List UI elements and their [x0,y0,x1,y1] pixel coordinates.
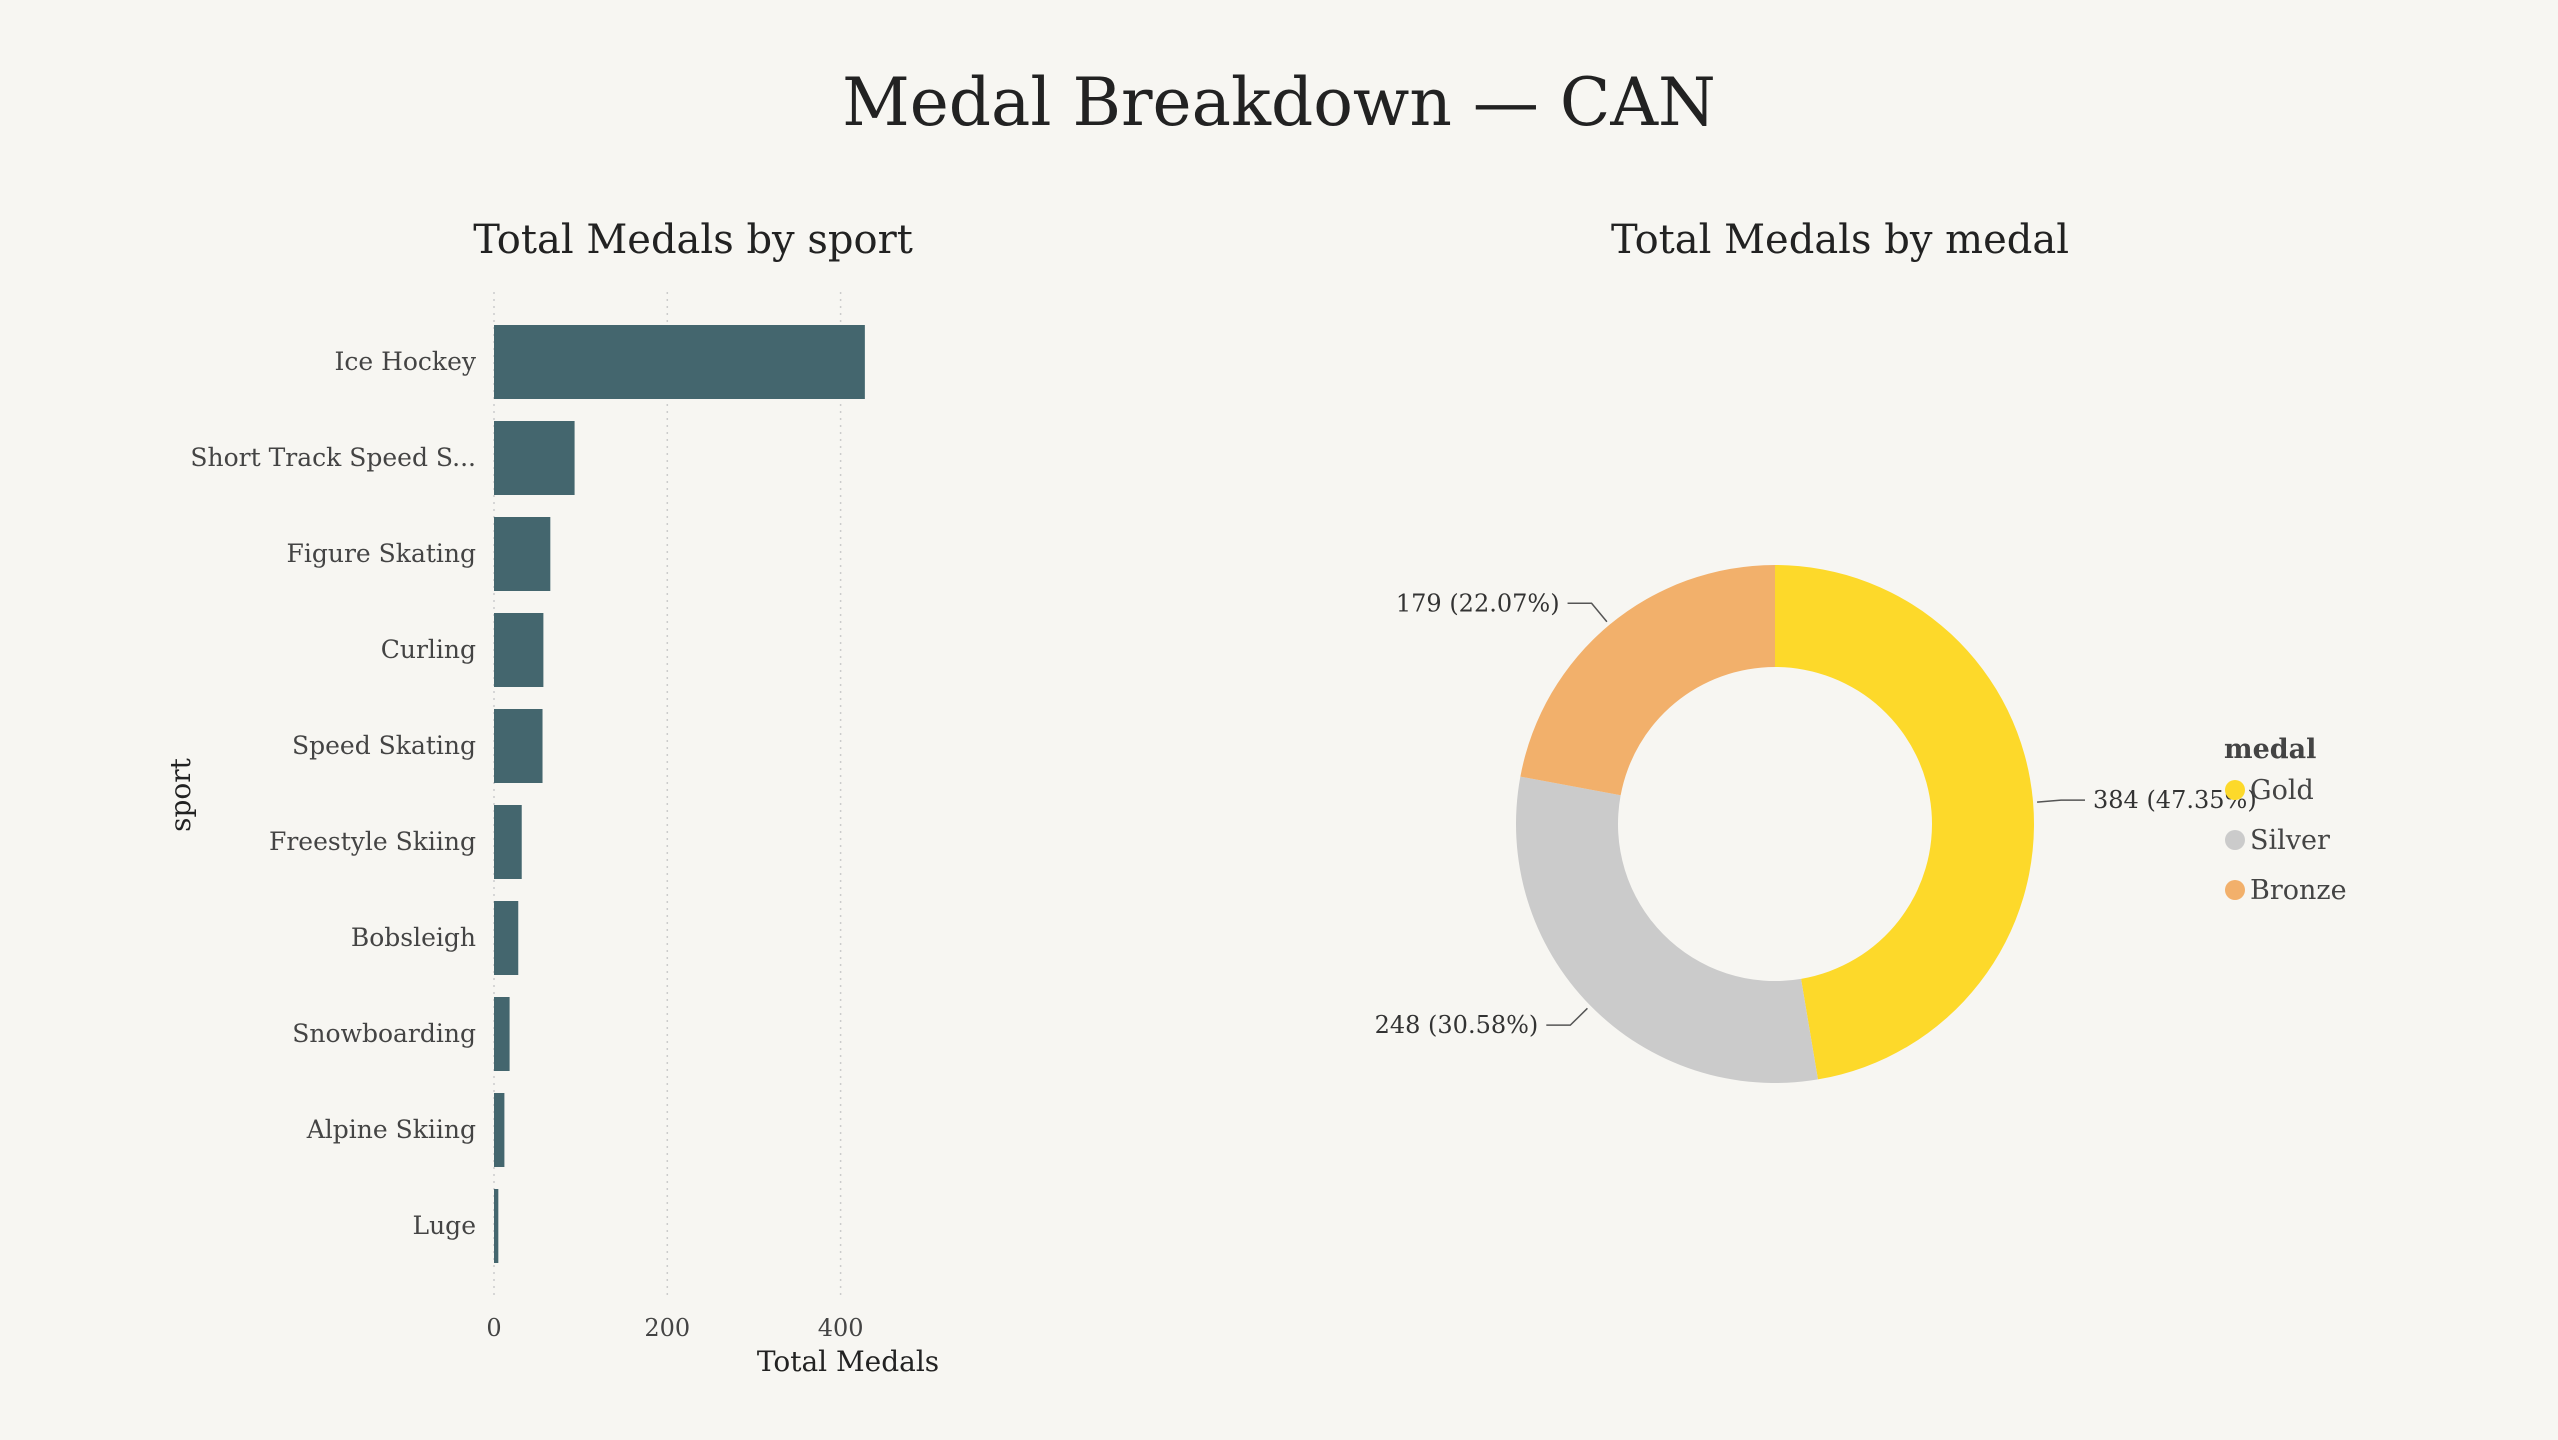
bar[interactable] [494,1093,505,1167]
legend-item-label[interactable]: Bronze [2250,875,2347,906]
legend: medal Gold Silver Bronze [2224,734,2347,906]
x-tick-label: 0 [486,1314,501,1342]
bar-series [494,325,865,1263]
category-label: Ice Hockey [334,347,476,376]
legend-swatch [2225,880,2245,900]
slice-value-label: 248 (30.58%) [1375,1011,1539,1039]
bar[interactable] [494,901,519,975]
bar[interactable] [494,613,544,687]
legend-swatch [2225,830,2245,850]
category-label: Figure Skating [287,539,476,568]
leader-line [1546,1007,1588,1026]
category-label: Short Track Speed S... [190,443,476,472]
category-label: Snowboarding [292,1019,476,1048]
y-axis-title: sport [164,757,197,832]
x-tick-label: 200 [644,1314,690,1342]
slice-value-label: 384 (47.35%) [2093,786,2257,814]
leader-line [2037,799,2086,803]
page-title: Medal Breakdown — CAN [842,64,1716,141]
bar-chart: Total Medals by sport Ice Hockey Short Tr… [164,217,939,1378]
category-label: Curling [381,635,476,664]
category-label: Alpine Skiing [306,1115,476,1144]
donut-chart-title: Total Medals by medal [1611,217,2069,263]
bar[interactable] [494,1189,499,1263]
category-label: Bobsleigh [351,923,476,952]
legend-item-label[interactable]: Silver [2250,825,2330,856]
x-tick-label: 400 [818,1314,864,1342]
category-labels: Ice Hockey Short Track Speed S... Figure S… [190,347,476,1240]
donut-slice-gold[interactable] [1775,565,2034,1080]
legend-title: medal [2224,734,2316,765]
bar[interactable] [494,997,510,1071]
donut-slice-silver[interactable] [1516,776,1818,1083]
category-label: Freestyle Skiing [269,827,476,856]
bar[interactable] [494,805,522,879]
legend-swatch [2225,780,2245,800]
donut-slice-bronze[interactable] [1520,564,1775,796]
bar-chart-title: Total Medals by sport [473,217,913,263]
x-tick-labels: 0 200 400 [486,1314,863,1342]
slice-labels: 384 (47.35%) 248 (30.58%) 179 (22.07%) [1375,589,2257,1039]
legend-item-label[interactable]: Gold [2250,775,2314,806]
leader-line [1567,602,1608,623]
bar[interactable] [494,325,865,399]
category-label: Speed Skating [292,731,476,760]
x-axis-title: Total Medals [757,1345,939,1378]
slice-value-label: 179 (22.07%) [1396,589,1560,617]
category-label: Luge [412,1211,476,1240]
bar[interactable] [494,421,575,495]
bar[interactable] [494,709,543,783]
donut-slices [1516,564,2034,1083]
bar[interactable] [494,517,551,591]
